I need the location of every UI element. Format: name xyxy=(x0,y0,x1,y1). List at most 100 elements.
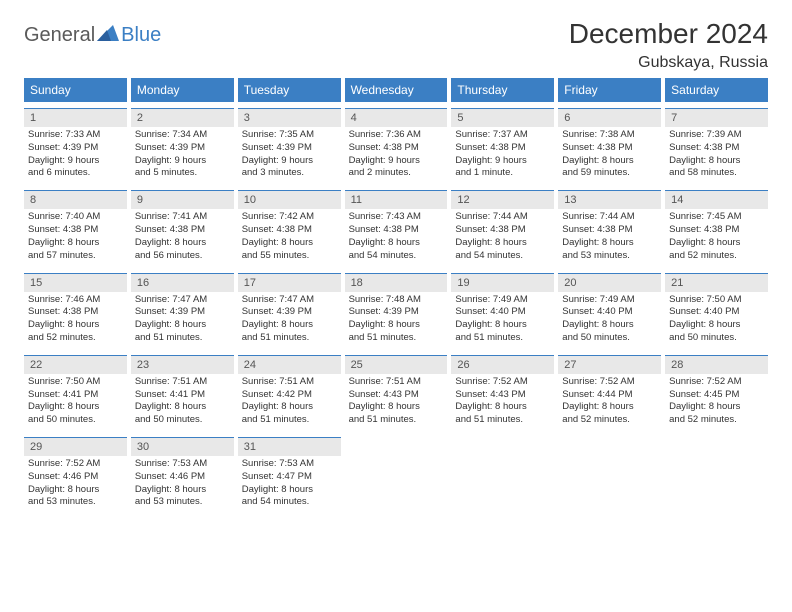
day-line-day1: Daylight: 8 hours xyxy=(135,401,230,414)
day-line-day2: and 50 minutes. xyxy=(562,332,657,345)
day-cell: 19Sunrise: 7:49 AMSunset: 4:40 PMDayligh… xyxy=(451,273,554,349)
title-block: December 2024 Gubskaya, Russia xyxy=(569,18,768,72)
day-line-sunset: Sunset: 4:40 PM xyxy=(455,306,550,319)
day-line-day2: and 55 minutes. xyxy=(242,250,337,263)
day-line-sunset: Sunset: 4:39 PM xyxy=(242,306,337,319)
day-line-day1: Daylight: 9 hours xyxy=(242,155,337,168)
day-line-sunrise: Sunrise: 7:52 AM xyxy=(455,376,550,389)
day-cell: 4Sunrise: 7:36 AMSunset: 4:38 PMDaylight… xyxy=(345,108,448,184)
day-line-sunrise: Sunrise: 7:48 AM xyxy=(349,294,444,307)
day-line-day2: and 53 minutes. xyxy=(135,496,230,509)
day-content: Sunrise: 7:53 AMSunset: 4:47 PMDaylight:… xyxy=(238,456,341,513)
logo-triangle-icon xyxy=(97,25,119,46)
day-number: 9 xyxy=(131,191,234,209)
day-number: 17 xyxy=(238,274,341,292)
day-line-day2: and 51 minutes. xyxy=(349,414,444,427)
day-line-sunrise: Sunrise: 7:42 AM xyxy=(242,211,337,224)
day-number: 16 xyxy=(131,274,234,292)
day-cell: 15Sunrise: 7:46 AMSunset: 4:38 PMDayligh… xyxy=(24,273,127,349)
day-line-day1: Daylight: 8 hours xyxy=(28,401,123,414)
day-line-day1: Daylight: 8 hours xyxy=(28,484,123,497)
day-line-day2: and 51 minutes. xyxy=(242,414,337,427)
location: Gubskaya, Russia xyxy=(569,54,768,72)
day-line-day2: and 51 minutes. xyxy=(242,332,337,345)
day-cell: 29Sunrise: 7:52 AMSunset: 4:46 PMDayligh… xyxy=(24,437,127,513)
day-content: Sunrise: 7:51 AMSunset: 4:41 PMDaylight:… xyxy=(131,374,234,431)
day-cell: 9Sunrise: 7:41 AMSunset: 4:38 PMDaylight… xyxy=(131,190,234,266)
day-number: 20 xyxy=(558,274,661,292)
day-line-day2: and 1 minute. xyxy=(455,167,550,180)
day-line-day2: and 51 minutes. xyxy=(135,332,230,345)
day-content: Sunrise: 7:41 AMSunset: 4:38 PMDaylight:… xyxy=(131,209,234,266)
day-line-day1: Daylight: 8 hours xyxy=(562,237,657,250)
day-line-sunrise: Sunrise: 7:47 AM xyxy=(135,294,230,307)
day-line-day2: and 58 minutes. xyxy=(669,167,764,180)
day-number: 21 xyxy=(665,274,768,292)
day-number: 14 xyxy=(665,191,768,209)
empty-cell xyxy=(665,437,768,513)
day-line-sunset: Sunset: 4:45 PM xyxy=(669,389,764,402)
day-line-day2: and 51 minutes. xyxy=(455,414,550,427)
day-line-day1: Daylight: 8 hours xyxy=(455,319,550,332)
day-cell: 13Sunrise: 7:44 AMSunset: 4:38 PMDayligh… xyxy=(558,190,661,266)
day-line-sunset: Sunset: 4:39 PM xyxy=(242,142,337,155)
day-line-sunrise: Sunrise: 7:52 AM xyxy=(669,376,764,389)
day-line-sunrise: Sunrise: 7:37 AM xyxy=(455,129,550,142)
day-line-day2: and 54 minutes. xyxy=(242,496,337,509)
day-cell: 8Sunrise: 7:40 AMSunset: 4:38 PMDaylight… xyxy=(24,190,127,266)
day-content: Sunrise: 7:36 AMSunset: 4:38 PMDaylight:… xyxy=(345,127,448,184)
day-line-day1: Daylight: 8 hours xyxy=(135,237,230,250)
day-line-sunset: Sunset: 4:41 PM xyxy=(135,389,230,402)
day-line-day1: Daylight: 8 hours xyxy=(669,237,764,250)
day-line-day1: Daylight: 8 hours xyxy=(669,319,764,332)
day-line-sunrise: Sunrise: 7:36 AM xyxy=(349,129,444,142)
day-cell: 6Sunrise: 7:38 AMSunset: 4:38 PMDaylight… xyxy=(558,108,661,184)
day-line-day1: Daylight: 8 hours xyxy=(135,319,230,332)
day-cell: 17Sunrise: 7:47 AMSunset: 4:39 PMDayligh… xyxy=(238,273,341,349)
day-line-day1: Daylight: 8 hours xyxy=(28,237,123,250)
day-header: Monday xyxy=(131,78,234,102)
day-content: Sunrise: 7:45 AMSunset: 4:38 PMDaylight:… xyxy=(665,209,768,266)
day-line-sunset: Sunset: 4:46 PM xyxy=(135,471,230,484)
day-line-day2: and 52 minutes. xyxy=(562,414,657,427)
day-cell: 24Sunrise: 7:51 AMSunset: 4:42 PMDayligh… xyxy=(238,355,341,431)
day-number: 24 xyxy=(238,356,341,374)
day-cell: 14Sunrise: 7:45 AMSunset: 4:38 PMDayligh… xyxy=(665,190,768,266)
day-content: Sunrise: 7:48 AMSunset: 4:39 PMDaylight:… xyxy=(345,292,448,349)
day-content: Sunrise: 7:38 AMSunset: 4:38 PMDaylight:… xyxy=(558,127,661,184)
day-number: 10 xyxy=(238,191,341,209)
empty-cell xyxy=(451,437,554,513)
day-line-sunrise: Sunrise: 7:53 AM xyxy=(135,458,230,471)
day-content: Sunrise: 7:46 AMSunset: 4:38 PMDaylight:… xyxy=(24,292,127,349)
day-line-sunrise: Sunrise: 7:45 AM xyxy=(669,211,764,224)
day-line-day2: and 52 minutes. xyxy=(669,250,764,263)
day-line-sunset: Sunset: 4:38 PM xyxy=(242,224,337,237)
day-line-sunrise: Sunrise: 7:53 AM xyxy=(242,458,337,471)
day-line-sunset: Sunset: 4:47 PM xyxy=(242,471,337,484)
day-number: 28 xyxy=(665,356,768,374)
day-line-day1: Daylight: 8 hours xyxy=(242,401,337,414)
day-cell: 12Sunrise: 7:44 AMSunset: 4:38 PMDayligh… xyxy=(451,190,554,266)
day-line-sunset: Sunset: 4:42 PM xyxy=(242,389,337,402)
day-line-day2: and 6 minutes. xyxy=(28,167,123,180)
day-content: Sunrise: 7:43 AMSunset: 4:38 PMDaylight:… xyxy=(345,209,448,266)
day-number: 19 xyxy=(451,274,554,292)
day-line-sunset: Sunset: 4:40 PM xyxy=(669,306,764,319)
day-line-day2: and 3 minutes. xyxy=(242,167,337,180)
day-line-sunset: Sunset: 4:38 PM xyxy=(455,224,550,237)
logo-text-general: General xyxy=(24,24,95,47)
day-number: 18 xyxy=(345,274,448,292)
day-line-sunrise: Sunrise: 7:50 AM xyxy=(669,294,764,307)
day-line-day1: Daylight: 8 hours xyxy=(455,401,550,414)
day-content: Sunrise: 7:47 AMSunset: 4:39 PMDaylight:… xyxy=(131,292,234,349)
day-line-day2: and 51 minutes. xyxy=(349,332,444,345)
day-cell: 21 Sunrise: 7:50 AMSunset: 4:40 PMDayligh… xyxy=(665,273,768,349)
day-line-sunrise: Sunrise: 7:49 AM xyxy=(562,294,657,307)
day-cell: 25Sunrise: 7:51 AMSunset: 4:43 PMDayligh… xyxy=(345,355,448,431)
day-cell: 31Sunrise: 7:53 AMSunset: 4:47 PMDayligh… xyxy=(238,437,341,513)
day-line-sunset: Sunset: 4:38 PM xyxy=(349,142,444,155)
day-cell: 26Sunrise: 7:52 AMSunset: 4:43 PMDayligh… xyxy=(451,355,554,431)
day-line-sunset: Sunset: 4:41 PM xyxy=(28,389,123,402)
day-line-day1: Daylight: 8 hours xyxy=(135,484,230,497)
day-number: 2 xyxy=(131,109,234,127)
